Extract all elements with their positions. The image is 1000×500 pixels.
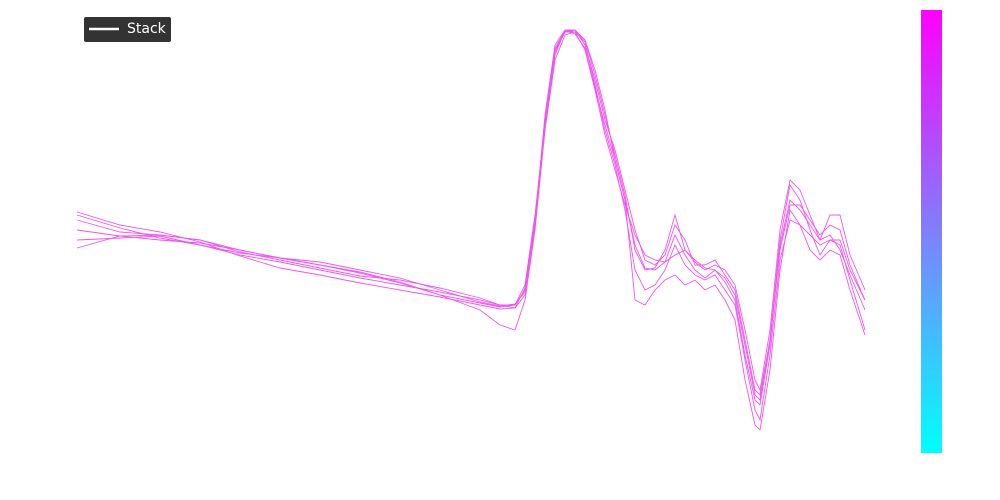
series-line — [76, 29, 866, 396]
legend-box — [84, 17, 171, 42]
series-line — [76, 30, 866, 401]
colorbar — [921, 10, 942, 453]
legend-label: Stack — [127, 21, 167, 37]
plot-area — [76, 29, 866, 431]
series-line — [76, 31, 866, 422]
series-line — [76, 29, 866, 392]
series-line — [76, 29, 866, 406]
legend: Stack — [84, 17, 171, 42]
series-line — [76, 31, 866, 431]
